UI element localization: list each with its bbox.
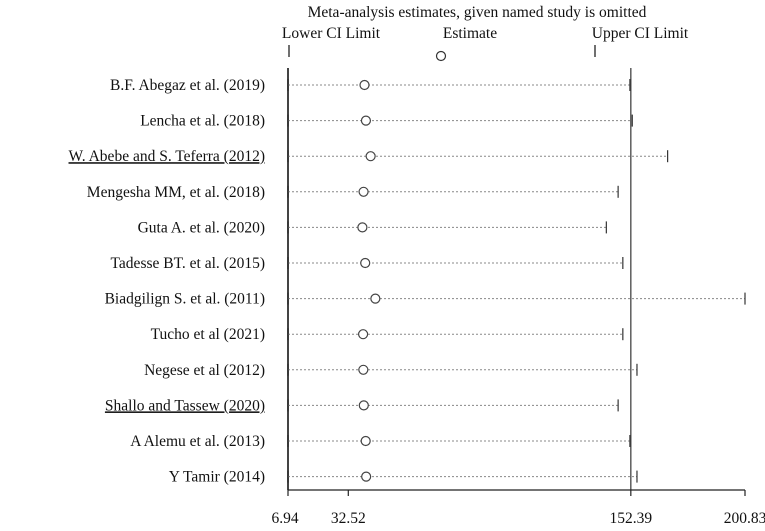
study-label: A Alemu et al. (2013) [130,433,265,450]
study-label: Y Tamir (2014) [169,469,265,486]
study-label: Biadgilign S. et al. (2011) [105,291,265,308]
estimate-point [370,293,381,304]
x-tick-label: 32.52 [331,510,366,527]
estimate-point [358,400,369,411]
estimate-point [357,222,368,233]
chart-title: Meta-analysis estimates, given named stu… [308,4,647,21]
study-label: Lencha et al. (2018) [140,113,265,130]
study-label: Mengesha MM, et al. (2018) [87,184,265,201]
study-label: W. Abebe and S. Teferra (2012) [69,148,265,165]
legend-estimate-label: Estimate [443,25,497,42]
estimate-point [361,471,372,482]
estimate-point [360,257,371,269]
estimate-point [357,329,369,340]
legend-estimate-marker [435,50,447,62]
study-label: Guta A. et al. (2020) [138,219,265,236]
study-label: B.F. Abegaz et al. (2019) [110,77,265,94]
x-tick-label: 6.94 [271,510,298,527]
study-label: Shallo and Tassew (2020) [105,397,265,414]
estimate-point [359,79,370,91]
legend-lower-label: Lower CI Limit [282,25,381,42]
study-label: Tadesse BT. et al. (2015) [111,255,265,272]
estimate-point [358,186,369,197]
estimate-point [358,364,369,375]
x-tick-label: 200.83 [724,510,765,527]
x-tick-label: 152.39 [610,510,653,527]
study-label: Tucho et al (2021) [151,326,265,343]
study-label: Negese et al (2012) [144,362,265,379]
plot-area: 6.94 32.52 152.39 200.83 B.F. Abegaz et al. … [69,68,765,527]
legend-upper-label: Upper CI Limit [592,25,689,42]
estimate-point [360,115,372,126]
estimate-point [365,151,376,162]
estimate-point [360,435,371,447]
